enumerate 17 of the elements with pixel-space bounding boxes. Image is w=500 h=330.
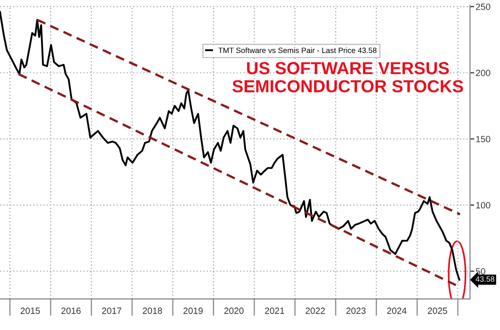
x-tick-label: 2023	[346, 308, 366, 314]
x-tick-label: 2016	[61, 308, 81, 314]
y-tick-label: 250	[476, 4, 490, 10]
x-tick-label: 2015	[20, 308, 40, 314]
text: US SOFTWARE VERSUS SEMICONDUCTOR STOCKS	[232, 62, 464, 92]
y-tick-label: 50	[476, 268, 486, 275]
y-tick-label: 100	[476, 202, 490, 208]
x-tick-label: 2021	[264, 308, 284, 314]
x-tick-label: 2017	[102, 308, 122, 314]
y-tick-label: 150	[476, 136, 490, 142]
x-tick-label: 2018	[142, 308, 162, 314]
x-tick-label: 2025	[428, 308, 448, 314]
x-tick-label: 2020	[224, 308, 244, 314]
x-tick-label: 2019	[183, 308, 203, 314]
x-tick-label: 2024	[387, 308, 407, 314]
y-tick-label: 200	[476, 70, 490, 76]
x-tick-label: 2022	[306, 308, 325, 314]
